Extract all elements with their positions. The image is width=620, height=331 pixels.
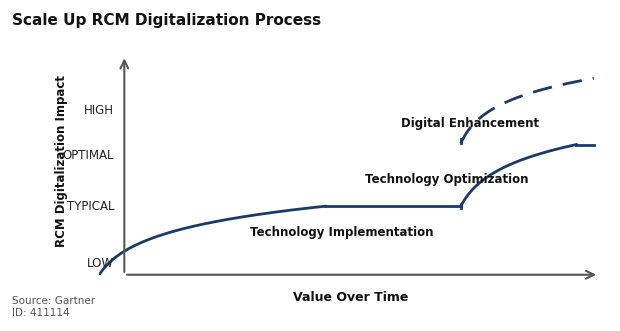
Text: Technology Optimization: Technology Optimization <box>365 173 529 186</box>
Text: OPTIMAL: OPTIMAL <box>63 150 114 163</box>
Text: Technology Implementation: Technology Implementation <box>250 226 433 239</box>
Text: RCM Digitalization Impact: RCM Digitalization Impact <box>55 74 68 247</box>
Text: HIGH: HIGH <box>84 104 114 117</box>
Text: LOW: LOW <box>87 257 114 270</box>
Text: Scale Up RCM Digitalization Process: Scale Up RCM Digitalization Process <box>12 13 322 28</box>
Text: Value Over Time: Value Over Time <box>293 291 408 304</box>
Text: TYPICAL: TYPICAL <box>67 200 114 213</box>
Text: Digital Enhancement: Digital Enhancement <box>401 118 539 130</box>
Text: Source: Gartner
ID: 411114: Source: Gartner ID: 411114 <box>12 296 95 318</box>
